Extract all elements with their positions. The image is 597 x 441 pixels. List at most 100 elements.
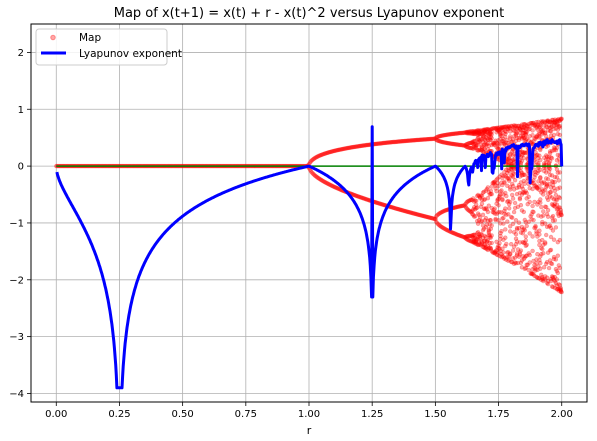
map-point <box>441 208 447 214</box>
map-point <box>546 265 552 271</box>
map-point <box>474 202 479 208</box>
map-point <box>518 248 524 253</box>
map-point <box>503 128 508 134</box>
map-point <box>497 195 502 200</box>
map-point <box>485 238 491 243</box>
map-point <box>428 215 433 221</box>
map-point <box>475 205 480 210</box>
map-point <box>494 252 499 257</box>
map-point <box>480 127 486 133</box>
map-point <box>362 143 367 148</box>
map-point <box>469 197 474 202</box>
map-point <box>467 208 472 214</box>
map-point <box>456 233 461 238</box>
map-point <box>487 127 492 133</box>
map-point <box>354 193 359 199</box>
map-point <box>484 222 490 227</box>
map-point <box>484 207 490 212</box>
map-point <box>463 143 468 149</box>
map-point <box>537 153 542 158</box>
map-point <box>469 233 474 239</box>
map-point <box>479 193 485 199</box>
map-point <box>485 130 491 135</box>
map-point <box>432 216 437 222</box>
map-point <box>407 138 413 143</box>
map-point <box>391 205 396 211</box>
map-point <box>481 134 487 139</box>
map-point <box>492 206 497 211</box>
map-point <box>480 228 486 233</box>
map-point <box>486 230 491 235</box>
map-point <box>498 137 503 142</box>
map-point <box>348 145 353 150</box>
map-point <box>435 138 440 143</box>
map-point <box>464 200 469 205</box>
map-point <box>413 211 419 217</box>
map-point <box>527 231 532 236</box>
map-point <box>496 138 501 143</box>
map-point <box>486 127 491 132</box>
map-point <box>426 137 431 142</box>
map-point <box>495 197 500 202</box>
map-point <box>507 156 512 162</box>
map-point <box>505 250 510 255</box>
map-point <box>482 146 488 151</box>
map-point <box>513 232 519 237</box>
map-point <box>443 227 449 232</box>
map-point <box>445 132 451 137</box>
map-point <box>507 155 512 161</box>
map-point <box>500 246 505 251</box>
map-point <box>492 140 497 146</box>
map-point <box>502 124 507 130</box>
map-point <box>495 128 500 133</box>
map-point <box>462 143 467 148</box>
map-point <box>365 142 370 148</box>
map-point <box>471 233 476 238</box>
map-point <box>465 207 470 212</box>
map-point <box>334 148 339 153</box>
map-point <box>473 236 478 241</box>
map-point <box>340 146 346 152</box>
map-point <box>505 183 510 189</box>
map-point <box>485 141 491 146</box>
map-point <box>500 138 505 144</box>
map-point <box>497 246 502 252</box>
map-point <box>457 130 462 136</box>
map-point <box>471 130 476 136</box>
map-point <box>451 131 456 137</box>
y-tick-label: −3 <box>9 332 24 343</box>
map-point <box>501 254 506 260</box>
map-point <box>498 192 503 197</box>
map-point <box>504 140 509 145</box>
map-point <box>335 148 340 153</box>
y-tick-label: 0 <box>18 162 24 173</box>
map-point <box>503 124 508 130</box>
map-point <box>478 143 484 148</box>
map-point <box>537 232 542 237</box>
map-point <box>466 131 471 136</box>
map-point <box>315 154 320 159</box>
map-point <box>477 147 483 152</box>
map-point <box>502 140 507 146</box>
map-point <box>416 212 421 218</box>
map-point <box>473 139 478 144</box>
map-point <box>358 143 363 149</box>
map-point <box>474 206 479 211</box>
map-point <box>418 213 423 218</box>
map-point <box>453 142 458 147</box>
map-point <box>481 242 487 247</box>
map-point <box>455 131 460 136</box>
map-point <box>545 214 551 219</box>
map-point <box>497 193 502 199</box>
map-point <box>479 132 485 137</box>
map-point <box>383 140 388 146</box>
map-point <box>459 203 464 209</box>
map-point <box>510 248 516 253</box>
map-point <box>390 139 395 145</box>
map-point <box>389 205 394 210</box>
map-point <box>308 159 314 164</box>
map-point <box>332 184 337 190</box>
map-point <box>506 258 511 263</box>
map-point <box>495 210 500 215</box>
